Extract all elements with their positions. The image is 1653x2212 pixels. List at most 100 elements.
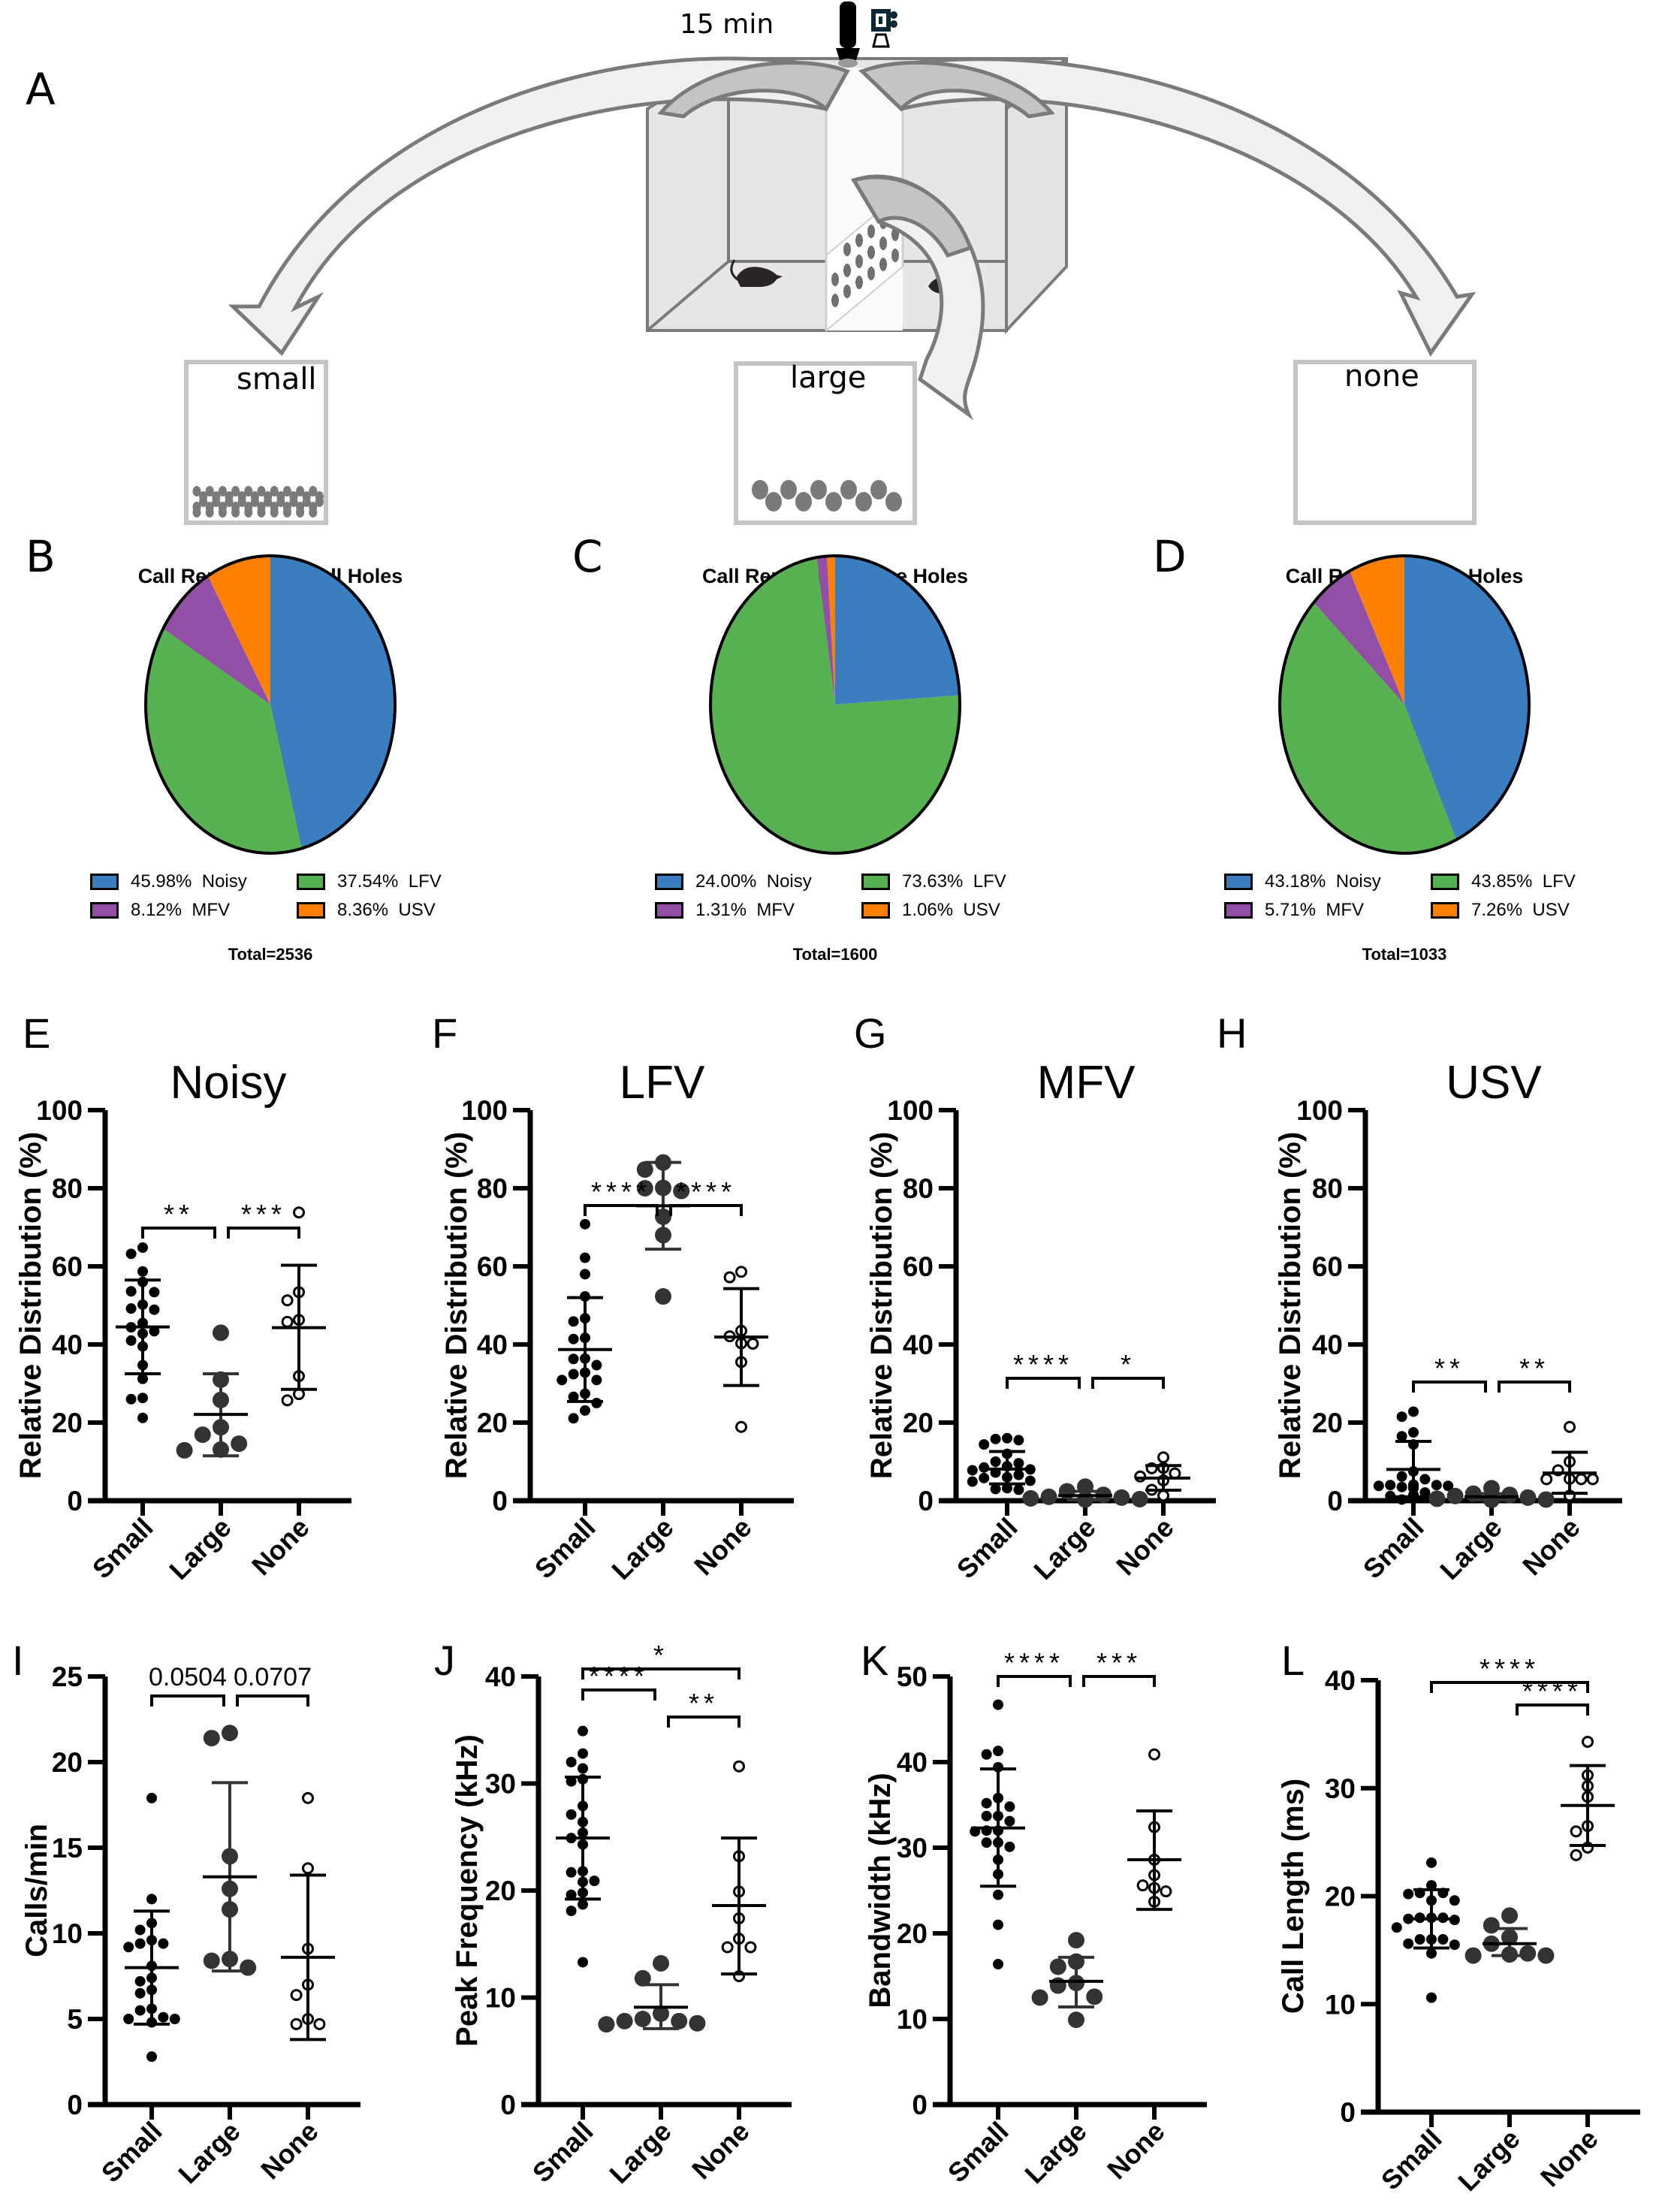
data-point: [981, 1749, 992, 1760]
data-point: [993, 1919, 1003, 1930]
legend-swatch: [655, 902, 683, 919]
data-point: [134, 2005, 146, 2016]
data-point: [747, 1337, 759, 1350]
panel-label-i: I: [12, 1637, 24, 1684]
data-point: [967, 1476, 978, 1487]
y-tick-label: 15: [52, 1833, 83, 1863]
data-point: [653, 1954, 669, 1972]
legend-swatch: [1431, 874, 1459, 890]
data-point: [566, 1889, 577, 1900]
y-tick-label: 0: [1327, 1486, 1343, 1516]
camera-icon: [871, 9, 897, 48]
legend-label: 8.12% MFV: [131, 900, 231, 920]
y-tick-label: 50: [897, 1661, 928, 1692]
small-holes-pattern: [192, 486, 324, 518]
significance-bracket: [1516, 1704, 1589, 1716]
legend-item-mfv: 1.31% MFV: [655, 900, 795, 921]
y-tick-label: 10: [52, 1918, 83, 1949]
data-point: [1403, 1938, 1414, 1949]
data-point: [1396, 1411, 1407, 1423]
significance-bracket: [227, 1227, 300, 1239]
pie-total: Total=2536: [228, 945, 313, 964]
scatter-panel-g: G MFV 0 20 40 60 80 100 Relative Distribution (%…: [854, 1009, 1216, 1586]
data-point: [981, 1810, 992, 1821]
data-point: [578, 1748, 588, 1759]
data-point: [636, 1161, 653, 1178]
data-point: [568, 1353, 579, 1365]
pie-slice-noisy: [835, 556, 960, 705]
data-point: [1013, 1469, 1024, 1480]
x-tick-label: None: [686, 2116, 756, 2186]
data-point: [203, 1952, 220, 1969]
scatter-panel-k: K 0 10 20 30 40 50 Bandwidth (kHz) Small Large Non…: [861, 1637, 1207, 2189]
data-point: [578, 1763, 588, 1774]
legend-item-mfv: 5.71% MFV: [1224, 900, 1364, 921]
legend-item-lfv: 73.63% LFV: [861, 871, 1006, 892]
data-point: [302, 1791, 314, 1804]
significance-bracket: [669, 1204, 743, 1216]
x-tick-label: Small: [1375, 2123, 1448, 2196]
data-point: [655, 1288, 671, 1305]
x-tick-label: Large: [1027, 1512, 1101, 1586]
arrow-to-small: [228, 56, 850, 356]
mouse-icon: [730, 259, 783, 287]
legend-label: 8.36% USV: [337, 900, 436, 920]
pie-outline: [1278, 554, 1531, 855]
data-point: [967, 1465, 978, 1476]
legend-label: 37.54% LFV: [337, 871, 442, 892]
data-point: [134, 1975, 146, 1987]
significance-label: **: [1434, 1353, 1464, 1384]
data-point: [1013, 1458, 1024, 1469]
data-point: [568, 1391, 579, 1402]
data-point: [1396, 1481, 1407, 1492]
data-point: [1396, 1431, 1407, 1442]
data-point: [1013, 1484, 1024, 1495]
box-label-none: none: [1344, 359, 1419, 394]
data-point: [1022, 1489, 1039, 1507]
data-point: [313, 2017, 326, 2030]
data-point: [993, 1889, 1003, 1900]
data-point: [1131, 1490, 1148, 1507]
panel-label-a: A: [26, 64, 56, 115]
significance-label: ****: [1522, 1676, 1582, 1707]
data-point: [290, 2017, 303, 2030]
legend-swatch: [861, 902, 890, 919]
y-tick-label: 100: [887, 1095, 934, 1126]
legend-swatch: [90, 902, 119, 919]
y-axis-label: Relative Distribution (%): [1274, 1132, 1307, 1479]
data-point: [1160, 1885, 1172, 1898]
significance-bracket: [997, 1675, 1072, 1687]
legend-label: 1.31% MFV: [695, 900, 795, 920]
data-point: [1449, 1895, 1460, 1906]
data-point: [589, 1876, 600, 1887]
significance-label: *: [653, 1640, 668, 1670]
x-tick-label: Large: [172, 2116, 246, 2189]
data-point: [723, 1271, 736, 1284]
data-point: [231, 1435, 248, 1453]
panel-label-k: K: [861, 1637, 888, 1684]
data-point: [721, 1941, 734, 1954]
data-point: [1373, 1480, 1384, 1492]
duration-label: 15 min: [680, 9, 774, 40]
data-point: [1049, 1958, 1066, 1975]
significance-bracket: [236, 1694, 309, 1707]
data-point: [1086, 1988, 1103, 2005]
x-tick-label: None: [1516, 1512, 1586, 1582]
pie-outline: [709, 554, 961, 855]
data-point: [616, 2012, 633, 2029]
data-point: [125, 1248, 137, 1260]
data-point: [1013, 1435, 1024, 1446]
y-tick-label: 20: [1312, 1408, 1343, 1438]
legend-item-lfv: 37.54% LFV: [297, 871, 442, 892]
data-point: [568, 1369, 579, 1380]
y-tick-label: 30: [897, 1833, 928, 1863]
data-point: [240, 1959, 257, 1976]
y-tick-label: 60: [52, 1251, 83, 1282]
y-tick-label: 10: [897, 2004, 928, 2035]
data-point: [566, 1906, 577, 1917]
x-tick-label: Large: [1018, 2116, 1092, 2189]
y-tick-label: 40: [477, 1329, 508, 1360]
data-point: [580, 1218, 590, 1230]
x-tick-label: Small: [942, 2116, 1015, 2189]
